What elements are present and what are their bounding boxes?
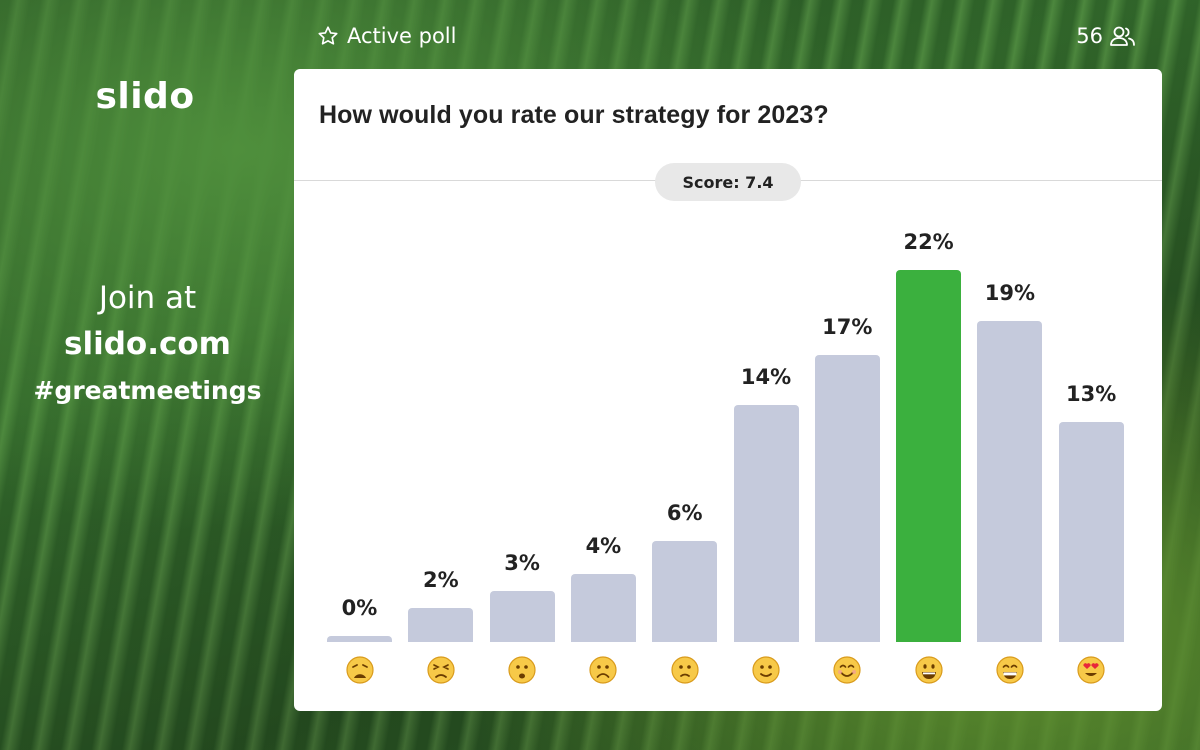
- brand-logo: slido: [95, 76, 195, 117]
- rating-bar-6: [733, 405, 799, 642]
- join-label: Join at: [98, 280, 197, 316]
- heart-eyes-face-icon: [1076, 655, 1106, 685]
- bar-value-label: 17%: [822, 314, 873, 339]
- poll-topbar: Active poll 56: [317, 24, 1137, 54]
- rating-bar-2: [408, 608, 474, 642]
- frowning-face-icon: [588, 655, 618, 685]
- bar-value-label: 22%: [903, 230, 954, 254]
- smiling-face-icon: [832, 655, 862, 685]
- rating-bar-4: [570, 574, 636, 642]
- persevering-face-icon: [426, 655, 456, 685]
- poll-question: How would you rate our strategy for 2023…: [319, 101, 829, 129]
- rating-bar-9: [977, 320, 1043, 642]
- rating-bar-7: [814, 354, 880, 642]
- slightly-frowning-face-icon: [670, 655, 700, 685]
- join-info: Join at slido.com #greatmeetings: [0, 280, 295, 405]
- participant-count: 56: [1076, 24, 1137, 48]
- poll-status: Active poll: [317, 24, 456, 48]
- bar-value-label: 13%: [1066, 382, 1117, 407]
- rating-bar-1: [327, 636, 392, 642]
- weary-face-icon: [345, 655, 375, 685]
- rating-bar-5: [652, 540, 718, 642]
- star-outline-icon: [318, 26, 338, 45]
- bar-value-label: 19%: [984, 280, 1036, 305]
- rating-bar-3: [489, 591, 555, 642]
- people-icon: [1110, 26, 1135, 46]
- bar-value-label: 0%: [341, 596, 378, 620]
- poll-status-label: Active poll: [347, 24, 457, 48]
- bar-value-label: 6%: [666, 500, 703, 525]
- join-url[interactable]: slido.com: [64, 326, 231, 362]
- slightly-smiling-face-icon: [751, 655, 781, 685]
- bar-value-label: 4%: [585, 534, 622, 559]
- participant-count-value: 56: [1076, 24, 1103, 48]
- event-code: #greatmeetings: [33, 376, 262, 405]
- bar-value-label: 3%: [504, 551, 540, 576]
- rating-bar-8: [896, 270, 962, 642]
- beaming-face-icon: [995, 655, 1025, 685]
- rating-bar-10: [1058, 422, 1124, 642]
- grinning-face-icon: [914, 655, 944, 685]
- bar-value-label: 2%: [422, 568, 459, 593]
- hushed-face-icon: [507, 655, 537, 685]
- poll-card: How would you rate our strategy for 2023…: [294, 69, 1162, 711]
- bar-value-label: 14%: [740, 365, 792, 390]
- score-badge: Score: 7.4: [655, 163, 801, 201]
